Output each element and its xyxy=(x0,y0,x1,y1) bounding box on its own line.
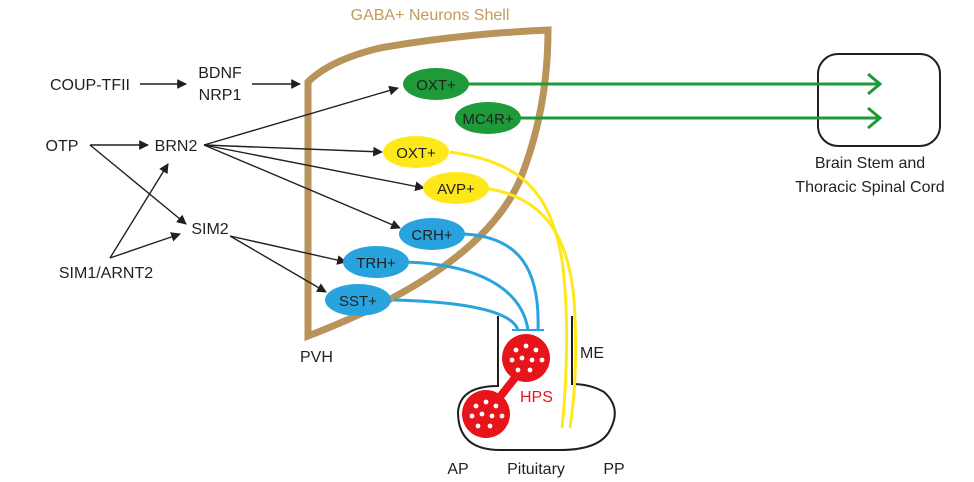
factor-brn2: BRN2 xyxy=(155,138,198,155)
neuron-trh: TRH+ xyxy=(343,246,409,278)
factor-bdnf: BDNF xyxy=(198,65,242,82)
region-pvh: PVH xyxy=(300,349,333,366)
neuron-crh: CRH+ xyxy=(399,218,465,250)
neuron-mc4r: MC4R+ xyxy=(455,102,521,134)
neuron-oxt-green: OXT+ xyxy=(403,68,469,100)
factor-coup-tfii: COUP-TFII xyxy=(50,77,130,94)
hps-label: HPS xyxy=(520,389,553,406)
regulatory-arrows xyxy=(89,79,425,293)
target-line1: Brain Stem and xyxy=(815,155,925,172)
region-me: ME xyxy=(580,345,604,362)
target-line2: Thoracic Spinal Cord xyxy=(795,179,944,196)
green-projections xyxy=(468,72,883,130)
hps-cells xyxy=(462,334,550,438)
region-ap: AP xyxy=(447,461,468,478)
neuron-sst: SST+ xyxy=(325,284,391,316)
factor-otp: OTP xyxy=(46,138,79,155)
svg-text:CRH+: CRH+ xyxy=(411,227,452,244)
factor-sim2: SIM2 xyxy=(191,221,228,238)
svg-text:TRH+: TRH+ xyxy=(356,255,396,272)
region-pp: PP xyxy=(603,461,624,478)
brainstem-box xyxy=(817,53,941,147)
factor-nrp1: NRP1 xyxy=(199,87,242,104)
factor-sim1-arnt2: SIM1/ARNT2 xyxy=(59,265,153,282)
shell-title: GABA+ Neurons Shell xyxy=(351,7,510,24)
neuron-avp: AVP+ xyxy=(423,172,489,204)
svg-text:OXT+: OXT+ xyxy=(416,77,456,94)
yellow-projections xyxy=(449,150,578,429)
region-pituitary: Pituitary xyxy=(507,461,565,478)
blue-projections xyxy=(393,232,544,331)
svg-text:AVP+: AVP+ xyxy=(437,181,475,198)
gaba-shell xyxy=(304,26,552,342)
pituitary-outline xyxy=(456,316,616,451)
svg-text:SST+: SST+ xyxy=(339,293,377,310)
neuron-oxt-yellow: OXT+ xyxy=(383,136,449,168)
svg-text:OXT+: OXT+ xyxy=(396,145,436,162)
svg-text:MC4R+: MC4R+ xyxy=(462,111,514,128)
